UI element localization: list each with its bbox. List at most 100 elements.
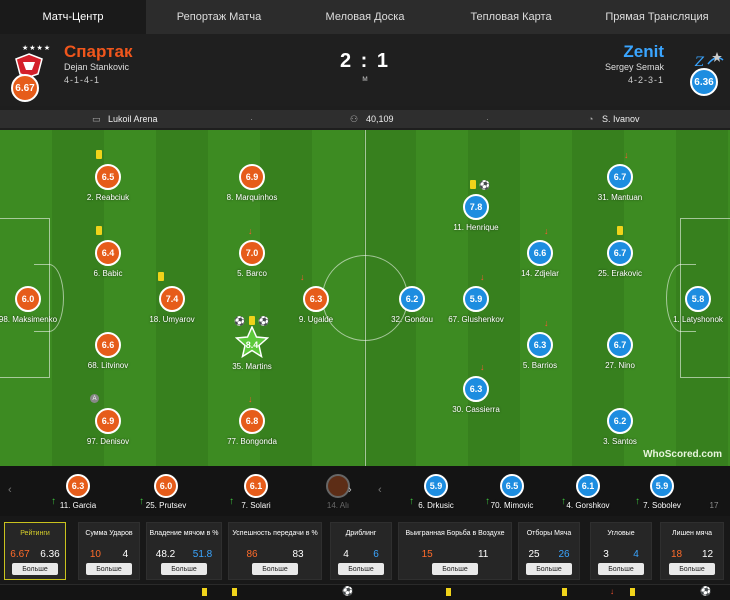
bench-player[interactable]: ↑ 6.5 70. Mimovic: [477, 474, 547, 510]
home-player-cb1[interactable]: 6.4 6. Babic: [68, 226, 148, 278]
away-player-lb[interactable]: 6.2 3. Santos: [580, 408, 660, 446]
tab-match-report[interactable]: Репортаж Матча: [176, 11, 262, 23]
more-button[interactable]: Больше: [12, 563, 58, 575]
away-player-gk[interactable]: 5.8 1. Latyshonok: [658, 286, 730, 324]
bench-away-prev-button[interactable]: ‹: [378, 484, 382, 496]
home-player-gk[interactable]: 6.0 98. Maksimenko: [0, 286, 68, 324]
bench-player[interactable]: ↑ 5.9 7. Sobolev: [627, 474, 697, 510]
sub-off-icon: ↓: [300, 272, 305, 282]
more-button[interactable]: Больше: [432, 563, 478, 575]
bench-home-prev-button[interactable]: ‹: [8, 484, 12, 496]
player-rating: 6.6: [527, 240, 553, 266]
substitutes-bench: ‹ ↑ 6.3 11. Garcia ↑ 6.0 25. Prutsev ↑ 6…: [0, 466, 730, 516]
sub-on-icon: ↑: [485, 496, 490, 507]
stat-pass-accuracy[interactable]: Успешность передачи в % 86 83 Больше: [228, 522, 322, 580]
sub-off-icon: ↓: [544, 226, 549, 236]
home-player-dm[interactable]: 7.4 18. Umyarov: [132, 272, 212, 324]
player-rating: 6.5: [95, 164, 121, 190]
away-player-cb2[interactable]: 6.7 27. Nino: [580, 332, 660, 370]
player-rating: 6.3: [527, 332, 553, 358]
sub-off-icon: ↓: [480, 362, 485, 372]
more-button[interactable]: Больше: [86, 563, 132, 575]
bench-player-faded[interactable]: 14. Alı: [303, 474, 373, 510]
stat-home: 6.67: [10, 549, 30, 560]
home-player-rm[interactable]: 6.9 8. Marquinhos: [212, 164, 292, 202]
away-player-am3[interactable]: ↓ 6.3 30. Cassierra: [436, 362, 516, 414]
player-name: 35. Martins: [232, 362, 272, 371]
more-button[interactable]: Больше: [161, 563, 207, 575]
home-player-lb[interactable]: A 6.9 97. Denisov: [68, 394, 148, 446]
tab-chalkboard[interactable]: Меловая Доска: [325, 11, 405, 23]
bench-player[interactable]: ↑ 5.9 6. Drkusic: [401, 474, 471, 510]
player-rating: 6.2: [399, 286, 425, 312]
stat-corners[interactable]: Угловые 3 4 Больше: [590, 522, 652, 580]
away-player-dm1[interactable]: ↓ 6.6 14. Zdjelar: [500, 226, 580, 278]
stat-dribbles[interactable]: Дриблинг 4 6 Больше: [330, 522, 392, 580]
stat-away: 83: [292, 549, 304, 560]
away-player-cb1[interactable]: 6.7 25. Erakovic: [580, 226, 660, 278]
stat-tackles[interactable]: Отборы Мяча 25 26 Больше: [518, 522, 580, 580]
bench-player[interactable]: ↑ 6.1 4. Gorshkov: [553, 474, 623, 510]
more-button[interactable]: Больше: [252, 563, 298, 575]
home-player-cm1[interactable]: ↓ 7.0 5. Barco: [212, 226, 292, 278]
separator: ·: [486, 114, 489, 124]
bench-player-faded[interactable]: 17: [700, 474, 728, 510]
stat-aerials-won[interactable]: Выигранная Борьба в Воздухе 15 11 Больше: [398, 522, 512, 580]
bench-home-next-button[interactable]: ›: [348, 484, 352, 496]
player-name: 7. Sobolev: [643, 501, 681, 510]
player-name: 8. Marquinhos: [226, 193, 278, 202]
away-player-am2[interactable]: ↓ 5.9 67. Glushenkov: [436, 272, 516, 324]
separator: ·: [250, 114, 253, 124]
tab-heatmap[interactable]: Тепловая Карта: [470, 11, 552, 23]
more-button[interactable]: Больше: [526, 563, 572, 575]
away-penalty-arc: [666, 264, 696, 332]
player-rating: 7.4: [159, 286, 185, 312]
home-player-cm2-motm[interactable]: ⚽ ⚽ 8.4 35. Martins: [212, 316, 292, 371]
stat-possession[interactable]: Владение мячом в % 48.2 51.8 Больше: [146, 522, 222, 580]
yellow-card-icon: [232, 588, 237, 596]
player-name: 25. Prutsev: [145, 501, 187, 510]
player-rating: 6.1: [576, 474, 600, 498]
stat-home: 4: [343, 549, 349, 560]
stat-ratings[interactable]: Рейтинги 6.67 6.36 Больше: [4, 522, 66, 580]
player-name: 5. Barco: [237, 269, 267, 278]
player-name: 27. Nino: [605, 361, 635, 370]
stat-total-shots[interactable]: Сумма Ударов 10 4 Больше: [78, 522, 140, 580]
home-team-name[interactable]: Спартак: [64, 42, 133, 61]
stat-away: 12: [701, 549, 714, 560]
sub-on-icon: ↑: [635, 496, 640, 507]
stat-away: 4: [122, 549, 129, 560]
stat-home: 48.2: [155, 549, 176, 560]
score: 2 : 1: [339, 50, 391, 72]
bench-player[interactable]: ↑ 6.3 11. Garcia: [43, 474, 113, 510]
player-rating: 6.7: [607, 332, 633, 358]
home-player-lm[interactable]: ↓ 6.8 77. Bongonda: [212, 394, 292, 446]
svg-text:Z: Z: [694, 55, 705, 70]
bench-player[interactable]: ↑ 6.0 25. Prutsev: [131, 474, 201, 510]
home-player-cb2[interactable]: 6.6 68. Litvinov: [68, 332, 148, 370]
player-name: 14. Zdjelar: [521, 269, 559, 278]
more-button[interactable]: Больше: [338, 563, 384, 575]
tab-live[interactable]: Прямая Трансляция: [605, 11, 709, 23]
away-player-st[interactable]: 6.2 32. Gondou: [372, 286, 452, 324]
whoscored-logo: WhoScored.com: [643, 449, 722, 460]
away-player-rb[interactable]: ↓ 6.7 31. Mantuan: [580, 150, 660, 202]
home-player-rb[interactable]: 6.5 2. Reabciuk: [68, 150, 148, 202]
away-player-am1[interactable]: ⚽ 7.8 11. Henrique: [436, 180, 516, 232]
more-button[interactable]: Больше: [669, 563, 715, 575]
more-button[interactable]: Больше: [598, 563, 644, 575]
stadium-icon: ▭: [92, 114, 101, 124]
bench-player[interactable]: ↑ 6.1 7. Solari: [221, 474, 291, 510]
away-player-dm2[interactable]: ↓ 6.3 5. Barrios: [500, 318, 580, 370]
attendance-icon: ⚇: [350, 114, 359, 124]
sub-on-icon: ↑: [51, 496, 56, 507]
player-name: 9. Ugalde: [298, 315, 334, 324]
goal-icon: ⚽: [258, 316, 270, 326]
player-rating: 7.0: [239, 240, 265, 266]
tab-match-centre[interactable]: Матч-Центр: [0, 0, 146, 34]
stat-title: Угловые: [607, 530, 635, 537]
home-player-st[interactable]: ↓ 6.3 9. Ugalde: [276, 272, 356, 324]
stat-dispossessed[interactable]: Лишен мяча 18 12 Больше: [660, 522, 724, 580]
match-timeline: ⚽ ↓ ⚽: [0, 584, 730, 600]
away-team-name[interactable]: Zenit: [623, 42, 664, 61]
